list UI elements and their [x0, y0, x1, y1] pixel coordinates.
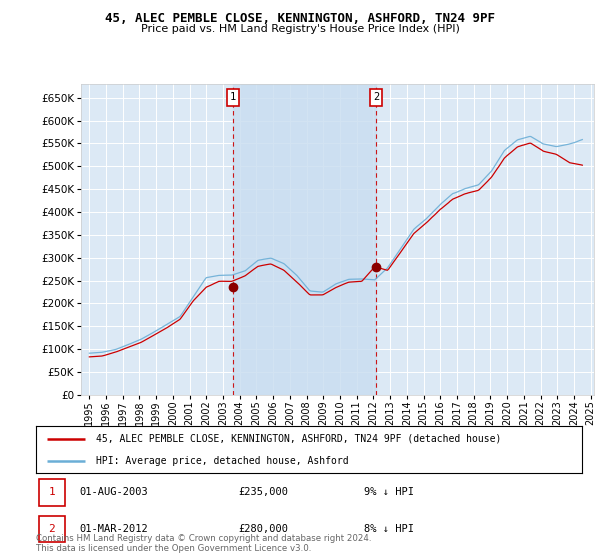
Text: Contains HM Land Registry data © Crown copyright and database right 2024.
This d: Contains HM Land Registry data © Crown c…	[36, 534, 371, 553]
Text: 45, ALEC PEMBLE CLOSE, KENNINGTON, ASHFORD, TN24 9PF: 45, ALEC PEMBLE CLOSE, KENNINGTON, ASHFO…	[105, 12, 495, 25]
Text: 2: 2	[373, 92, 379, 102]
Text: £280,000: £280,000	[238, 524, 288, 534]
Text: 8% ↓ HPI: 8% ↓ HPI	[364, 524, 413, 534]
Text: 1: 1	[49, 488, 55, 497]
Text: HPI: Average price, detached house, Ashford: HPI: Average price, detached house, Ashf…	[96, 456, 349, 466]
Text: 45, ALEC PEMBLE CLOSE, KENNINGTON, ASHFORD, TN24 9PF (detached house): 45, ALEC PEMBLE CLOSE, KENNINGTON, ASHFO…	[96, 434, 502, 444]
FancyBboxPatch shape	[227, 88, 239, 106]
Bar	[39, 516, 65, 542]
Text: £235,000: £235,000	[238, 488, 288, 497]
FancyBboxPatch shape	[370, 88, 382, 106]
Bar	[233, 84, 376, 395]
Text: Price paid vs. HM Land Registry's House Price Index (HPI): Price paid vs. HM Land Registry's House …	[140, 24, 460, 34]
Text: 1: 1	[230, 92, 236, 102]
Text: 2: 2	[49, 524, 55, 534]
Text: 01-MAR-2012: 01-MAR-2012	[80, 524, 148, 534]
Text: 9% ↓ HPI: 9% ↓ HPI	[364, 488, 413, 497]
Text: 01-AUG-2003: 01-AUG-2003	[80, 488, 148, 497]
Bar	[39, 479, 65, 506]
